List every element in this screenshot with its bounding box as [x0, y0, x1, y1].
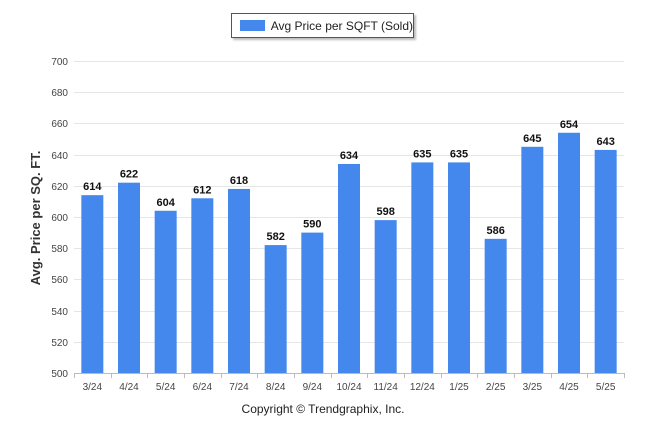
x-tick-label: 11/24: [374, 382, 399, 393]
chart-legend: Avg Price per SQFT (Sold): [231, 13, 414, 38]
x-tick-label: 12/24: [410, 382, 435, 393]
legend-label: Avg Price per SQFT (Sold): [270, 18, 413, 33]
y-tick-label: 600: [51, 213, 68, 224]
bar-value-label: 634: [340, 150, 359, 162]
x-tick-label: 5/24: [156, 382, 176, 393]
x-tick-label: 4/24: [119, 382, 139, 393]
bar: [374, 220, 397, 373]
bar-value-label: 622: [120, 169, 138, 181]
x-tick-label: 9/24: [303, 382, 323, 393]
bar-value-label: 618: [230, 175, 248, 187]
x-tick-label: 8/24: [266, 382, 286, 393]
bar-value-label: 582: [266, 231, 284, 243]
bar: [81, 195, 104, 373]
bar: [484, 238, 507, 373]
bar-value-label: 614: [83, 181, 102, 193]
y-tick-label: 700: [51, 57, 68, 68]
x-tick-label: 2/25: [486, 382, 506, 393]
bar: [448, 162, 470, 373]
bar-value-label: 604: [156, 197, 175, 209]
x-tick-label: 10/24: [336, 382, 361, 393]
x-tick-label: 1/25: [449, 382, 469, 393]
x-tick-label: 6/24: [193, 382, 213, 393]
bar-value-label: 598: [376, 206, 394, 218]
bar-value-label: 643: [596, 136, 614, 148]
bar-value-label: 654: [560, 119, 579, 131]
bar: [191, 198, 214, 373]
bar-value-label: 612: [193, 184, 211, 196]
x-tick-label: 3/25: [523, 382, 543, 393]
bar: [154, 210, 177, 373]
y-tick-label: 560: [51, 275, 68, 286]
copyright-text: Copyright © Trendgraphix, Inc.: [241, 402, 405, 416]
bars: [81, 132, 617, 373]
y-tick-label: 540: [51, 307, 68, 318]
bar-value-label: 645: [523, 133, 541, 145]
bar: [118, 182, 140, 373]
bar-value-label: 590: [303, 219, 321, 231]
x-tick-label: 3/24: [83, 382, 103, 393]
x-tick-label: 4/25: [559, 382, 579, 393]
bar: [301, 232, 324, 373]
y-axis-ticks: 500 520 540 560 580 600 620 640 660 680 700: [51, 57, 68, 380]
y-tick-label: 520: [51, 338, 68, 349]
bar-value-label: 586: [486, 225, 504, 237]
legend-swatch: [240, 20, 265, 31]
bar: [264, 245, 287, 373]
y-tick-label: 620: [51, 182, 68, 193]
x-axis-ticks: 3/24 4/24 5/24 6/24 7/24 8/24 9/24 10/24 11/24 12…: [74, 373, 625, 393]
x-tick-label: 7/24: [229, 382, 249, 393]
bar: [521, 146, 544, 373]
bar-value-label: 635: [450, 148, 468, 160]
bar-value-label: 635: [413, 148, 431, 160]
y-axis-label: Avg. Price per SQ. FT.: [28, 151, 43, 286]
bar: [228, 188, 250, 373]
bar: [411, 162, 434, 373]
y-tick-label: 640: [51, 151, 68, 162]
y-tick-label: 680: [51, 88, 68, 99]
x-tick-label: 5/25: [596, 382, 616, 393]
bar: [594, 149, 617, 373]
y-tick-label: 660: [51, 119, 68, 130]
data-labels: 614 622 604 612 618 582 590 634 598 635 635 586 645 6…: [83, 119, 615, 243]
bar: [338, 163, 360, 373]
y-tick-label: 580: [51, 244, 68, 255]
y-tick-label: 500: [51, 369, 68, 380]
bar: [558, 132, 580, 373]
